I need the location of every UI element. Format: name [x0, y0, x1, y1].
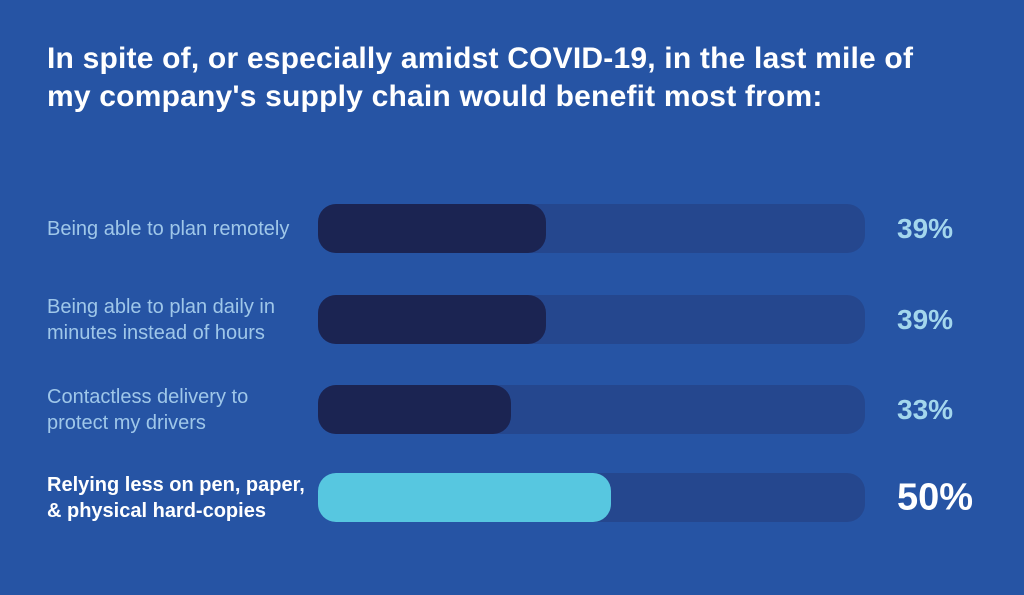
bar-fill: [318, 295, 547, 344]
row-value: 33%: [897, 393, 954, 425]
bar-fill: [318, 385, 512, 434]
bar-track: [318, 385, 865, 434]
chart-title: In spite of, or especially amidst COVID-…: [47, 42, 914, 113]
chart-row: Being able to plan remotely 39%: [0, 204, 1024, 253]
bar-fill: [318, 473, 611, 522]
bar-track: [318, 473, 865, 522]
chart-row: Contactless delivery to protect my drive…: [0, 385, 1024, 434]
row-label: Being able to plan remotely: [47, 217, 290, 240]
chart-row: Being able to plan daily in minutes inst…: [0, 295, 1024, 344]
row-value: 39%: [897, 303, 954, 335]
bar-track: [318, 204, 865, 253]
row-label: Contactless delivery to protect my drive…: [47, 385, 249, 434]
bar-track: [318, 295, 865, 344]
row-label: Relying less on pen, paper, & physical h…: [47, 473, 305, 522]
row-value: 39%: [897, 212, 954, 244]
bar-fill: [318, 204, 547, 253]
chart-row: Relying less on pen, paper, & physical h…: [0, 473, 1024, 522]
row-label: Being able to plan daily in minutes inst…: [47, 295, 275, 344]
row-value: 50%: [897, 476, 974, 518]
